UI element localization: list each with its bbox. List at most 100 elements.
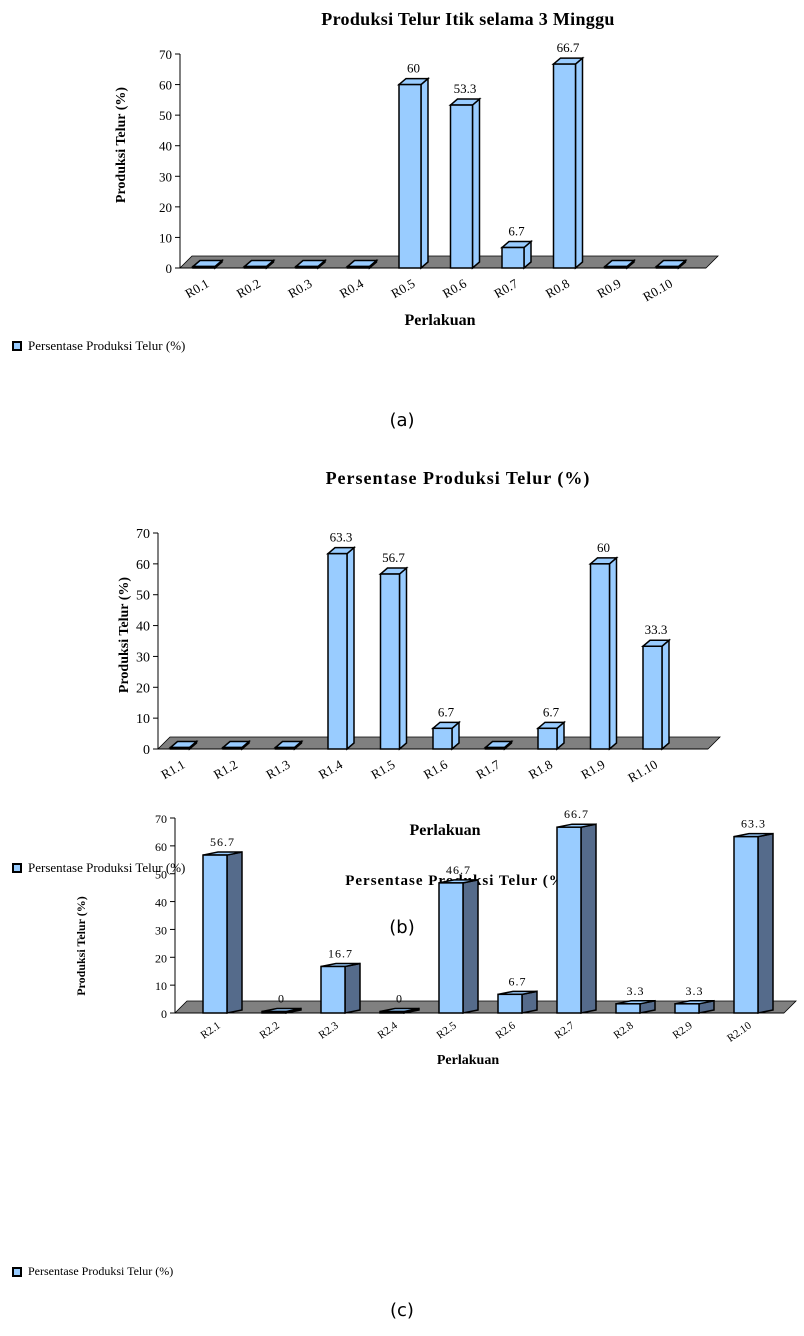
x-tick-label: R0.1 (182, 276, 211, 301)
y-tick-label: 40 (155, 896, 167, 910)
x-tick-label: R2.1 (199, 1020, 223, 1042)
bar (438, 882, 464, 1014)
y-tick-label: 10 (136, 712, 150, 727)
bar (295, 265, 319, 269)
bar-group (396, 76, 431, 270)
chart-c-svg: Persentase Produksi Telur (%)01020304050… (74, 807, 797, 1068)
bar (556, 826, 582, 1014)
x-tick-label: R2.4 (376, 1019, 401, 1041)
bar (589, 563, 611, 750)
x-tick-label: R1.6 (421, 756, 451, 782)
bar-data-label: 16.7 (328, 946, 353, 960)
bar-side (398, 566, 408, 751)
bar-data-label: 60 (407, 61, 420, 76)
bar-side (344, 962, 361, 1014)
bar (274, 746, 296, 750)
bar-side (757, 832, 774, 1014)
x-axis-label: Perlakuan (404, 312, 475, 329)
y-axis-label: Produksi Telur (%) (117, 577, 132, 694)
bar-data-label: 46.7 (446, 863, 471, 877)
caption-b: (b) (389, 917, 415, 938)
caption-a: (a) (389, 410, 415, 431)
y-axis-label: Produksi Telur (%) (114, 87, 129, 204)
bar-group (220, 739, 252, 751)
bar (642, 645, 663, 750)
y-tick-label: 20 (136, 681, 150, 696)
y-tick-label: 70 (155, 812, 167, 826)
x-tick-label: R0.8 (543, 276, 572, 301)
bar (169, 746, 191, 750)
bar-data-label: 3.3 (627, 984, 645, 998)
y-tick-label: 50 (136, 589, 150, 604)
x-tick-label: R2.3 (317, 1019, 342, 1041)
bar-data-label: 0 (278, 992, 285, 1006)
bar (222, 746, 243, 750)
bar-data-label: 3.3 (686, 984, 704, 998)
bar-group (615, 999, 656, 1014)
bar (202, 854, 228, 1014)
bar-data-label: 66.7 (564, 807, 589, 821)
bar-group (325, 546, 357, 751)
bar-group (499, 239, 534, 270)
x-tick-label: R1.4 (316, 756, 346, 782)
y-tick-label: 30 (159, 169, 172, 184)
bar-side (471, 97, 481, 270)
bar-group (438, 878, 479, 1014)
bar (497, 993, 523, 1014)
bar (604, 265, 628, 269)
bar-group (293, 258, 328, 270)
y-tick-label: 70 (136, 527, 150, 542)
bar-data-label: 6.7 (509, 974, 527, 988)
legend-label: Persentase Produksi Telur (%) (28, 860, 186, 875)
bar-side (608, 556, 618, 751)
chart-b-legend: Persentase Produksi Telur (%) (12, 860, 185, 876)
bar (552, 63, 577, 269)
bar-data-label: 6.7 (438, 704, 455, 719)
bar-group (674, 999, 715, 1014)
bar (674, 1003, 700, 1014)
bar-group (261, 1007, 302, 1014)
bar (501, 246, 525, 269)
chart-b-svg: Persentase Produksi Telur (%) 0 10 20 30 40 50… (117, 468, 721, 839)
x-tick-label: R2.8 (612, 1019, 637, 1041)
bar (484, 746, 506, 750)
x-tick-label: R1.1 (158, 757, 187, 782)
bar-data-label: 60 (597, 540, 610, 555)
bar (449, 104, 474, 269)
bar-group (483, 739, 514, 751)
bar-group (588, 556, 619, 751)
caption-c: (c) (390, 1300, 414, 1321)
chart-title: Persentase Produksi Telur (%) (326, 468, 591, 489)
bar-group (242, 258, 276, 270)
bar-group (654, 258, 688, 270)
y-tick-label: 60 (159, 78, 172, 93)
bar (346, 265, 371, 269)
x-tick-label: R2.10 (725, 1019, 754, 1044)
x-tick-label: R0.5 (388, 276, 417, 301)
y-tick-label: 50 (155, 868, 167, 882)
x-tick-label: R2.2 (258, 1020, 282, 1042)
x-tick-label: R1.2 (211, 757, 240, 782)
y-axis-label: Produksi Telur (%) (74, 896, 88, 996)
bar-side (346, 546, 355, 751)
legend-label: Persentase Produksi Telur (%) (28, 338, 186, 353)
bar-group (430, 720, 462, 751)
legend-label: Persentase Produksi Telur (%) (28, 1264, 174, 1278)
chart-panel-b: Persentase Produksi Telur (%) 0 10 20 30 40 50… (0, 450, 804, 938)
bar-group (379, 1007, 420, 1014)
bar-data-label: 66.7 (557, 40, 580, 55)
bar-group (556, 823, 597, 1014)
bar-group (168, 739, 199, 751)
y-tick-label: 0 (143, 743, 150, 758)
legend-swatch (12, 863, 22, 873)
bar-group (497, 990, 538, 1014)
x-tick-label: R1.7 (473, 756, 503, 782)
x-tick-label: R0.9 (594, 276, 623, 301)
y-tick-label: 20 (155, 951, 167, 965)
bar-side (226, 851, 243, 1014)
bar-data-label: 6.7 (543, 704, 560, 719)
x-tick-label: R2.9 (671, 1019, 696, 1041)
bar-group (378, 566, 409, 751)
bar-group (733, 832, 774, 1014)
y-tick-label: 40 (159, 139, 172, 154)
